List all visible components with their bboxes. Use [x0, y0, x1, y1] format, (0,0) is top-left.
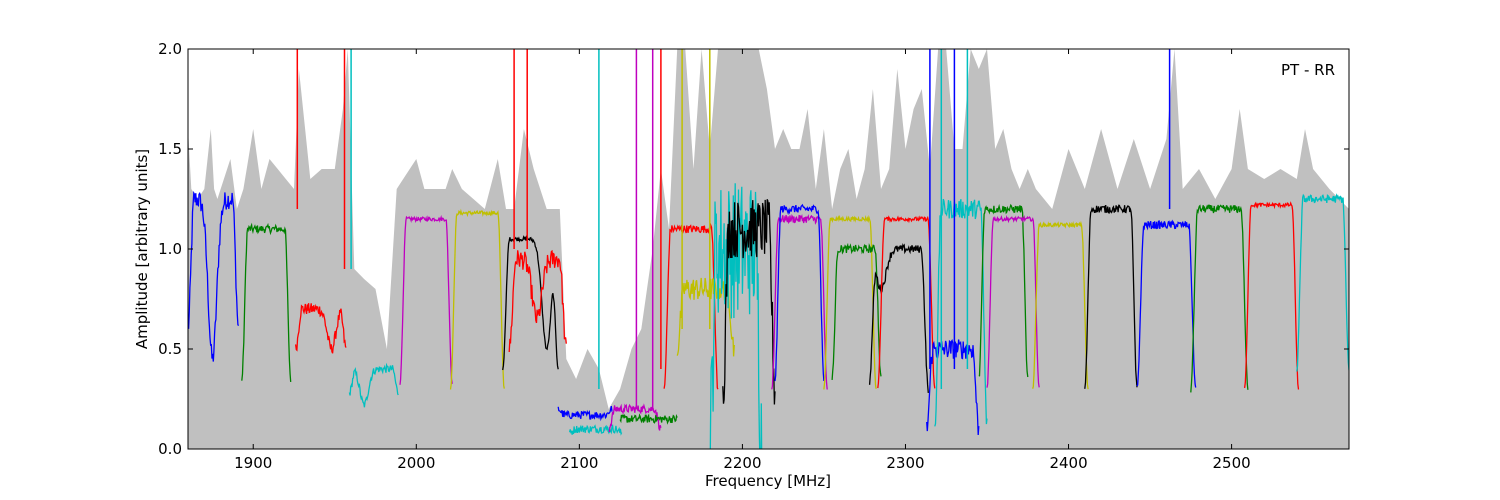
- series-segment-29: [1136, 219, 1197, 388]
- series-segment-31: [1243, 201, 1300, 390]
- series-segment-12: [619, 413, 678, 425]
- series-segment-2: [241, 222, 292, 382]
- series-segment-32: [1296, 193, 1349, 372]
- x-axis: 1900 2000 2100 2200 2300 2400 2500: [234, 49, 1251, 472]
- series-segment-8: [508, 249, 567, 353]
- series-segment-15: [709, 183, 763, 449]
- y-tick-label: 0.5: [158, 340, 182, 358]
- series-segment-4: [348, 362, 399, 408]
- x-axis-label: Frequency [MHz]: [705, 472, 831, 490]
- y-tick-label: 1.5: [158, 140, 182, 158]
- x-tick-label: 2200: [723, 454, 761, 472]
- plot-content: [188, 49, 1349, 449]
- series-segment-19: [823, 214, 877, 390]
- x-tick-label: 2100: [560, 454, 598, 472]
- series-segment-16: [722, 199, 776, 405]
- series-segment-7: [502, 234, 559, 371]
- y-tick-label: 1.0: [158, 240, 182, 258]
- y-axis: 0.0 0.5 1.0 1.5 2.0: [158, 40, 1349, 458]
- series-segment-18: [774, 203, 825, 382]
- y-axis-label: Amplitude [arbitrary units]: [133, 149, 151, 349]
- series-segment-20: [831, 242, 882, 380]
- series-segment-25: [978, 203, 1029, 378]
- y-tick-label: 2.0: [158, 40, 182, 58]
- y-tick-label: 0.0: [158, 440, 182, 458]
- series-segment-30: [1190, 204, 1249, 393]
- series-segment-21: [868, 243, 929, 393]
- series-segment-17: [771, 213, 828, 390]
- series-segment-27: [1032, 220, 1089, 390]
- series-segment-3: [294, 303, 347, 354]
- series-segment-6: [449, 208, 505, 390]
- x-tick-label: 2000: [397, 454, 435, 472]
- series-segment-13: [663, 222, 719, 390]
- x-tick-label: 2400: [1049, 454, 1087, 472]
- series-segment-5: [399, 214, 453, 385]
- chart-annotation: PT - RR: [1281, 61, 1335, 79]
- series-segment-10: [568, 423, 623, 436]
- x-tick-label: 1900: [234, 454, 272, 472]
- series-segment-22: [877, 215, 936, 389]
- series-segment-23: [926, 339, 980, 436]
- series-segment-28: [1084, 204, 1138, 389]
- series-segment-24: [934, 198, 988, 427]
- series-segment-9: [557, 405, 613, 422]
- series-segment-1: [188, 190, 240, 362]
- x-tick-label: 2500: [1213, 454, 1251, 472]
- series-segment-26: [986, 214, 1040, 388]
- x-tick-label: 2300: [886, 454, 924, 472]
- series-layer: [188, 49, 1349, 449]
- background-envelope: [188, 49, 1349, 449]
